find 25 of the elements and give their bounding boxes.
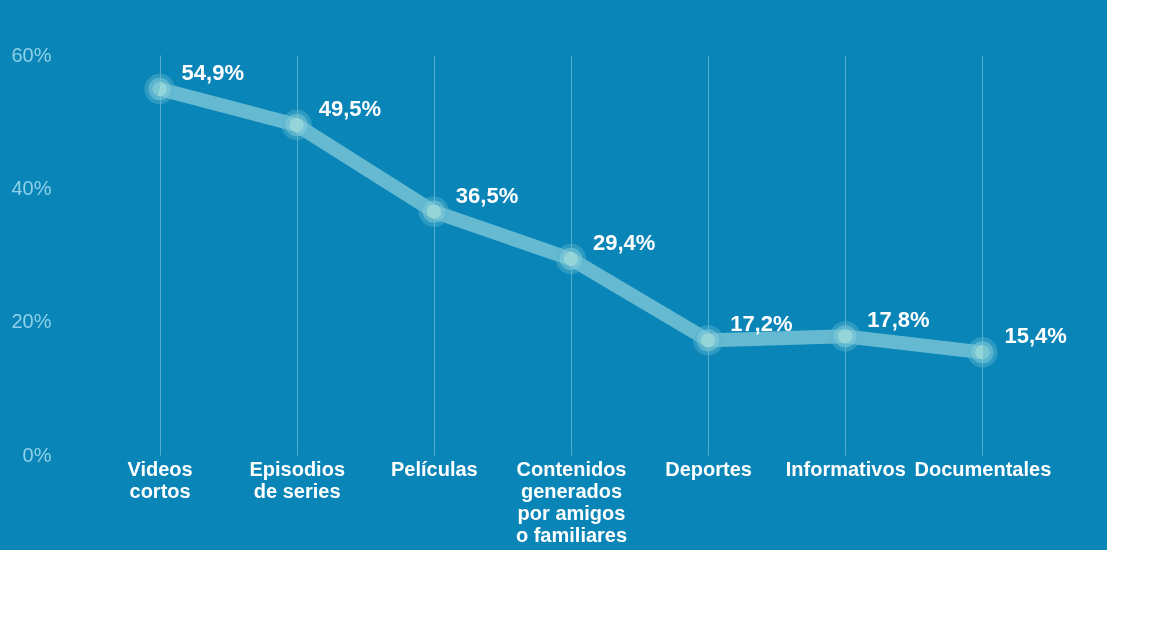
x-tick-label: Videos cortos: [127, 457, 193, 502]
point: [418, 196, 450, 227]
point: [692, 325, 724, 356]
data-label: 29,4%: [593, 230, 656, 255]
point: [830, 321, 861, 352]
y-tick-label: 40%: [11, 176, 52, 199]
x-tick-label: Deportes: [665, 457, 752, 480]
point: [967, 337, 998, 368]
x-tick-label: Informativos: [785, 457, 906, 480]
y-tick-label: 0%: [22, 443, 52, 466]
point: [281, 109, 312, 141]
x-tick-label: Contenidos generados por amigos o familiares: [515, 457, 628, 546]
data-label: 54,9%: [181, 60, 244, 85]
point: [144, 73, 175, 105]
y-tick-label: 60%: [11, 43, 52, 66]
data-label: 17,8%: [867, 307, 930, 333]
x-tick-label: Películas: [391, 457, 478, 480]
data-label: 49,5%: [318, 96, 382, 121]
y-tick-label: 20%: [11, 310, 52, 333]
data-label: 36,5%: [455, 182, 519, 208]
data-label: 15,4%: [1004, 323, 1067, 349]
data-label: 17,2%: [730, 311, 793, 337]
point: [555, 243, 587, 275]
x-tick-label: Documentales: [914, 457, 1052, 480]
x-tick-label: Episodios de series: [249, 457, 345, 502]
